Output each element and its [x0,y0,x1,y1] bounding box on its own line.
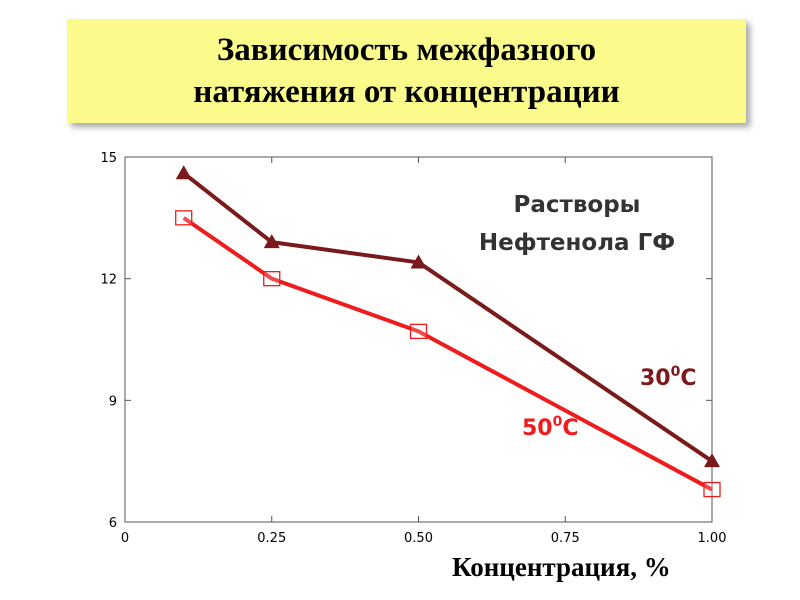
series-0-point-1 [263,234,280,249]
y-tick-label-3: 15 [100,151,117,166]
series-label-30c: 300С [640,364,697,391]
title-banner: Зависимость межфазного натяжения от конц… [67,19,746,123]
title-line-1: Зависимость межфазного [216,32,597,68]
axis-tick-labels: 0 0.25 0.50 0.75 1.00 6 9 12 15 [100,151,726,546]
y-tick-label-1: 9 [109,394,117,409]
series-1-point-2 [409,323,428,340]
series-1-point-3 [703,481,721,498]
title-line-2: натяжения от концентрации [193,74,620,110]
series-lines [182,171,714,492]
series-line-1 [182,216,713,492]
chart-annotation-line-2: Нефтенола ГФ [479,230,675,256]
series-0-point-0 [175,165,192,180]
series-0-point-2 [410,254,427,269]
series-0-point-3 [704,453,720,468]
x-tick-label-4: 1.00 [698,531,727,546]
series-label-50c-sup: 0 [553,414,563,430]
series-1-point-0 [175,210,193,226]
series-label-30c-tail: С [680,366,696,391]
series-label-30c-sup: 0 [671,364,681,380]
axis-ticks [124,156,713,523]
x-tick-label-0: 0 [121,531,129,546]
series-label-50c-tail: С [562,416,578,441]
y-tick-label-0: 6 [109,516,117,531]
x-tick-label-1: 0.25 [257,531,286,546]
x-tick-label-2: 0.50 [404,531,433,546]
x-tick-label-3: 0.75 [551,531,580,546]
y-tick-label-2: 12 [100,273,117,288]
series-label-50c: 500С [522,414,579,441]
series-label-30c-main: 30 [640,366,671,391]
series-line-0 [182,171,714,463]
series-markers [175,165,721,498]
x-axis-label: Концентрация, % [452,552,671,582]
series-1-point-1 [263,271,281,287]
chart-annotation-line-1: Растворы [514,192,641,218]
series-label-50c-main: 50 [522,416,553,441]
